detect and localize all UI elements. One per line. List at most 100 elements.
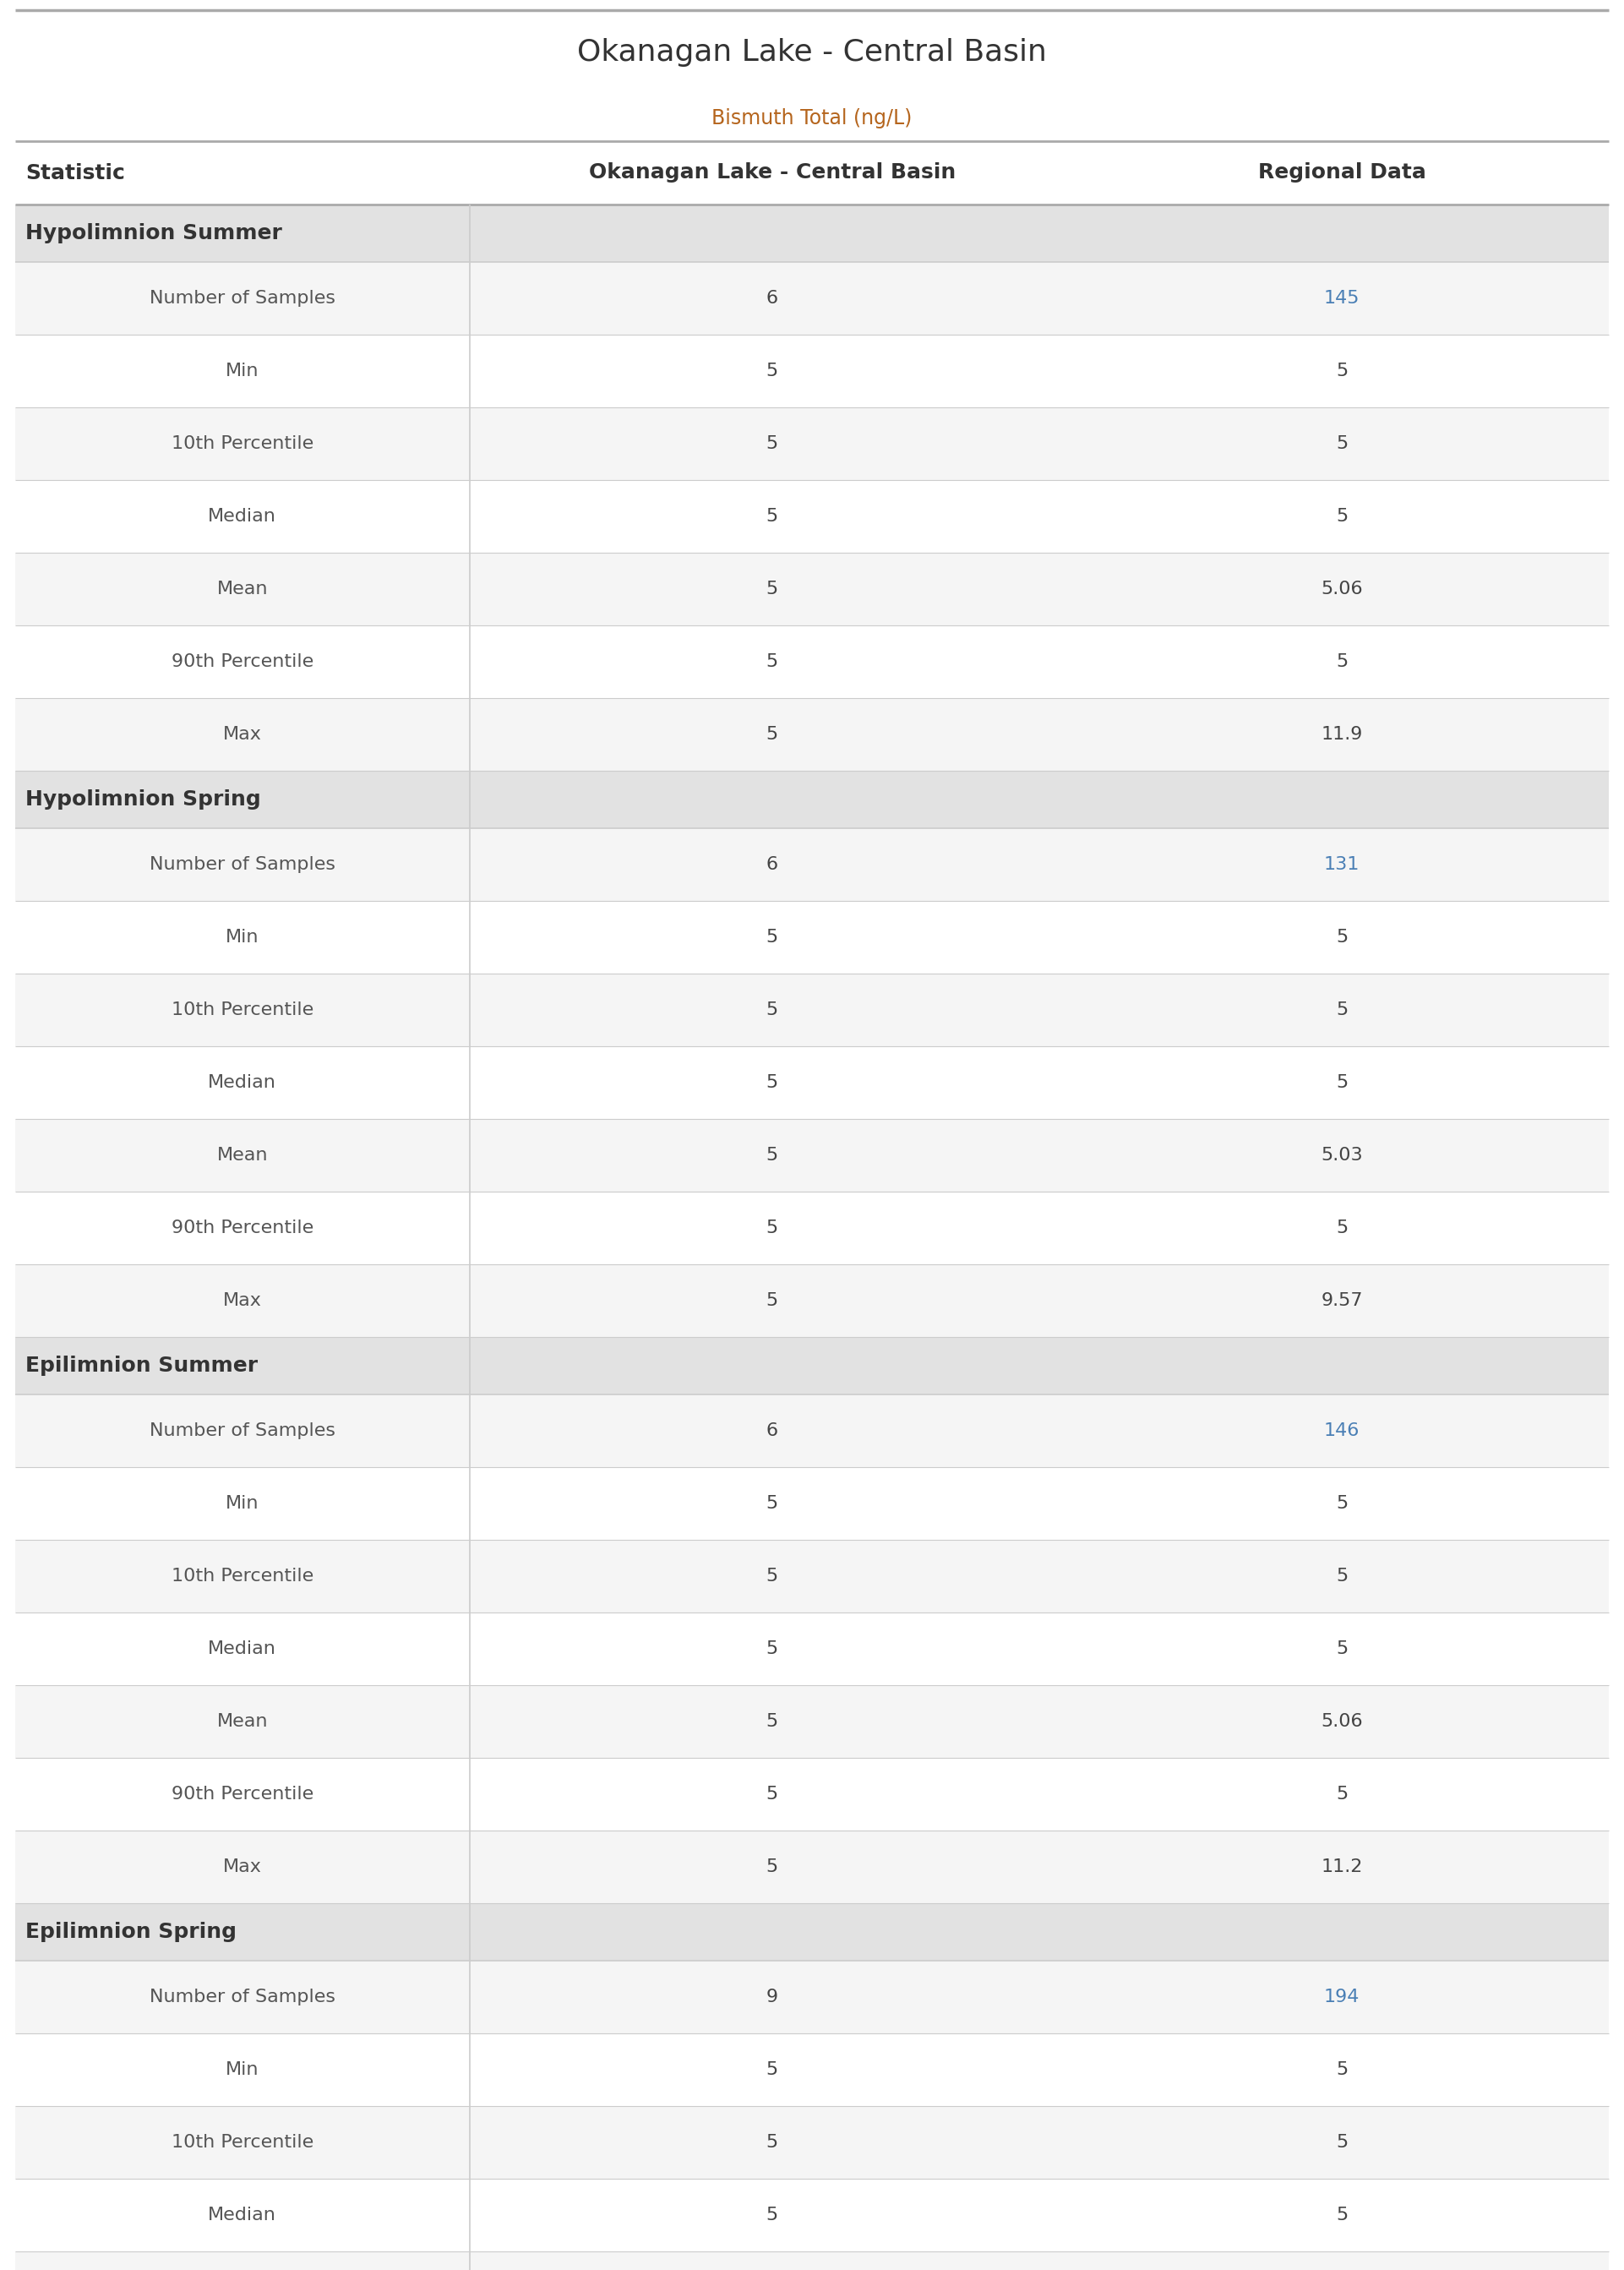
Text: 11.9: 11.9 (1320, 726, 1363, 742)
Bar (15, 95, 1609, 141)
Bar (15, 1902, 1609, 1961)
Bar (15, 1046, 1609, 1119)
Bar (15, 2034, 1609, 2107)
Text: 11.2: 11.2 (1320, 1859, 1363, 1875)
Text: 5: 5 (1337, 928, 1348, 947)
Text: 5: 5 (767, 726, 778, 742)
Bar (15, 1757, 1609, 1830)
Text: 5.03: 5.03 (1320, 1146, 1363, 1165)
Text: 5: 5 (767, 1641, 778, 1657)
Text: 5: 5 (1337, 1641, 1348, 1657)
Text: Statistic: Statistic (26, 163, 125, 184)
Text: Mean: Mean (216, 581, 268, 597)
Text: 5: 5 (767, 1496, 778, 1512)
Text: 90th Percentile: 90th Percentile (171, 654, 313, 670)
Text: Mean: Mean (216, 1146, 268, 1165)
Text: Number of Samples: Number of Samples (149, 856, 335, 874)
Bar (15, 1961, 1609, 2034)
Text: 5: 5 (1337, 1786, 1348, 1802)
Text: 5: 5 (767, 654, 778, 670)
Text: 5: 5 (767, 1569, 778, 1584)
Text: 5: 5 (1337, 1074, 1348, 1092)
Text: Regional Data: Regional Data (1259, 163, 1426, 184)
Text: Max: Max (222, 1292, 261, 1310)
Bar (15, 1684, 1609, 1757)
Text: 5.06: 5.06 (1320, 581, 1363, 597)
Bar (15, 772, 1609, 829)
Text: Median: Median (208, 1641, 276, 1657)
Text: 6: 6 (767, 1423, 778, 1439)
Text: 5: 5 (767, 1001, 778, 1019)
Text: Median: Median (208, 508, 276, 524)
Bar (15, 901, 1609, 974)
Text: Median: Median (208, 1074, 276, 1092)
Text: 90th Percentile: 90th Percentile (171, 1219, 313, 1237)
Text: Mean: Mean (216, 1714, 268, 1730)
Bar (15, 9, 1609, 95)
Text: 5: 5 (1337, 2206, 1348, 2225)
Text: 5: 5 (1337, 363, 1348, 379)
Text: 145: 145 (1324, 291, 1359, 306)
Text: 5: 5 (1337, 654, 1348, 670)
Text: 5: 5 (1337, 436, 1348, 452)
Text: 5: 5 (1337, 1496, 1348, 1512)
Bar (15, 479, 1609, 552)
Text: 5: 5 (1337, 508, 1348, 524)
Bar (15, 334, 1609, 406)
Bar (15, 627, 1609, 699)
Text: 5: 5 (1337, 2061, 1348, 2077)
Bar (15, 699, 1609, 772)
Text: 10th Percentile: 10th Percentile (171, 436, 313, 452)
Bar (15, 1192, 1609, 1264)
Text: 9: 9 (767, 1989, 778, 2004)
Bar (15, 1264, 1609, 1337)
Text: 90th Percentile: 90th Percentile (171, 1786, 313, 1802)
Bar (15, 552, 1609, 627)
Bar (15, 406, 1609, 479)
Text: 9.57: 9.57 (1320, 1292, 1363, 1310)
Text: 5: 5 (767, 2134, 778, 2152)
Bar (15, 1539, 1609, 1612)
Text: 5: 5 (767, 2061, 778, 2077)
Text: Number of Samples: Number of Samples (149, 291, 335, 306)
Text: 131: 131 (1324, 856, 1359, 874)
Text: 146: 146 (1324, 1423, 1359, 1439)
Text: 5: 5 (767, 1146, 778, 1165)
Text: Hypolimnion Summer: Hypolimnion Summer (26, 222, 283, 243)
Text: Epilimnion Summer: Epilimnion Summer (26, 1355, 258, 1376)
Text: 5: 5 (767, 2206, 778, 2225)
Text: 5.06: 5.06 (1320, 1714, 1363, 1730)
Text: 194: 194 (1324, 1989, 1359, 2004)
Bar (15, 1337, 1609, 1394)
Bar (15, 2252, 1609, 2270)
Text: Min: Min (226, 1496, 258, 1512)
Bar (15, 1466, 1609, 1539)
Text: 5: 5 (767, 363, 778, 379)
Text: Okanagan Lake - Central Basin: Okanagan Lake - Central Basin (590, 163, 955, 184)
Text: Min: Min (226, 928, 258, 947)
Bar (15, 2179, 1609, 2252)
Text: 5: 5 (767, 928, 778, 947)
Text: Number of Samples: Number of Samples (149, 1989, 335, 2004)
Text: 5: 5 (767, 581, 778, 597)
Bar (15, 1119, 1609, 1192)
Bar (15, 261, 1609, 334)
Text: Max: Max (222, 1859, 261, 1875)
Text: 5: 5 (767, 1714, 778, 1730)
Bar (15, 141, 1609, 204)
Text: Number of Samples: Number of Samples (149, 1423, 335, 1439)
Text: Min: Min (226, 2061, 258, 2077)
Text: 5: 5 (767, 1292, 778, 1310)
Text: 5: 5 (767, 1786, 778, 1802)
Bar (15, 829, 1609, 901)
Text: 5: 5 (767, 1859, 778, 1875)
Bar (15, 1612, 1609, 1684)
Text: 5: 5 (1337, 2134, 1348, 2152)
Text: Bismuth Total (ng/L): Bismuth Total (ng/L) (711, 107, 913, 127)
Bar (15, 1830, 1609, 1902)
Text: 5: 5 (767, 1074, 778, 1092)
Bar (15, 974, 1609, 1046)
Text: 10th Percentile: 10th Percentile (171, 1001, 313, 1019)
Text: Hypolimnion Spring: Hypolimnion Spring (26, 790, 261, 810)
Text: 5: 5 (1337, 1001, 1348, 1019)
